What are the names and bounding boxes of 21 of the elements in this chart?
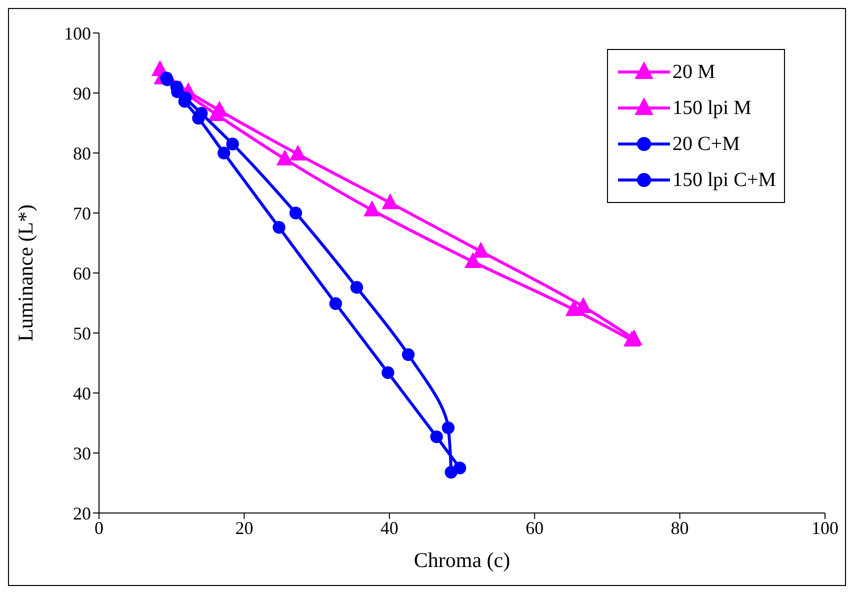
y-tick-label: 20 bbox=[73, 503, 91, 524]
y-tick-label: 80 bbox=[73, 143, 91, 164]
legend-label: 20 C+M bbox=[672, 132, 740, 156]
legend-label: 150 lpi C+M bbox=[672, 168, 776, 192]
x-tick-label: 20 bbox=[235, 518, 254, 538]
x-tick-label: 60 bbox=[526, 518, 544, 538]
x-tick-label: 0 bbox=[94, 518, 104, 538]
y-axis-title: Luminance (L*) bbox=[13, 204, 38, 342]
y-tick-label: 60 bbox=[73, 263, 91, 284]
y-tick-label: 50 bbox=[73, 323, 91, 344]
y-tick-label: 90 bbox=[73, 83, 91, 104]
x-tick-label: 80 bbox=[670, 518, 689, 538]
legend-label: 20 M bbox=[672, 60, 716, 84]
x-tick-label: 40 bbox=[380, 518, 398, 538]
x-axis-title: Chroma (c) bbox=[414, 548, 510, 572]
y-tick-label: 30 bbox=[73, 443, 91, 464]
legend-label: 150 lpi M bbox=[672, 96, 752, 120]
y-tick-label: 40 bbox=[73, 383, 91, 404]
x-tick-label: 100 bbox=[812, 518, 838, 538]
y-tick-label: 70 bbox=[73, 203, 91, 224]
y-tick-label: 100 bbox=[64, 23, 91, 44]
